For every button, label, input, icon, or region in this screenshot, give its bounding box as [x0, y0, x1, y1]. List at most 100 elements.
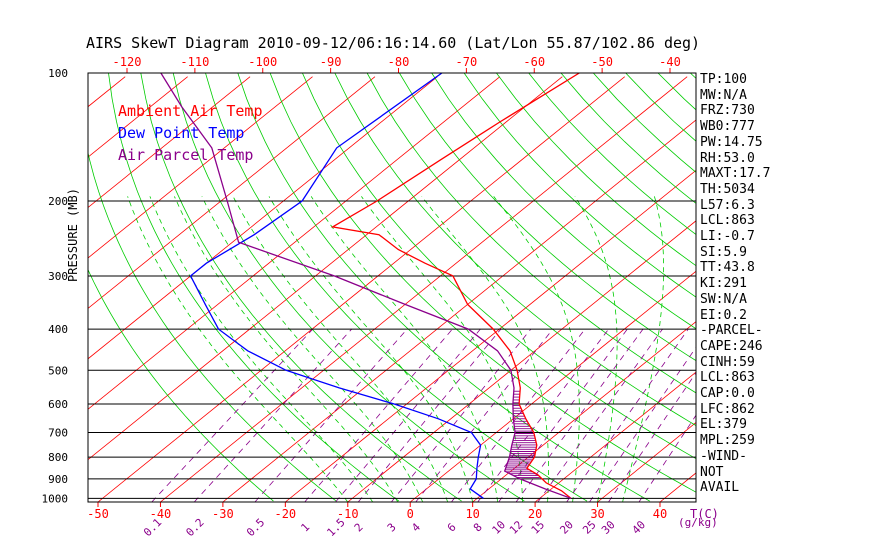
bottom-temp-tick-label: 40: [653, 507, 667, 521]
stats-panel-item: WB0:777: [700, 119, 755, 135]
isotherm-line: [472, 321, 696, 502]
mixing-ratio-line: [589, 346, 696, 502]
stats-panel-item: AVAIL: [700, 480, 740, 496]
stats-panel-item: PW:14.75: [700, 134, 763, 150]
stats-panel-item: LCL:863: [700, 213, 755, 229]
mixing-ratio-label: 0.2: [183, 516, 206, 539]
bottom-temp-tick-label: 0: [407, 507, 414, 521]
isotherm-line: [88, 76, 563, 461]
pressure-tick-label: 300: [48, 270, 68, 283]
mixing-ratio-label: 4: [409, 520, 423, 534]
moist-adiabat-line: [421, 196, 549, 502]
stats-panel-item: TH:5034: [700, 181, 755, 197]
top-temp-tick-label: -90: [320, 55, 342, 69]
dry-adiabat-line: [496, 73, 696, 267]
isotherm-line: [88, 76, 251, 209]
moist-adiabat-line: [361, 196, 523, 502]
mixing-ratio-line: [254, 328, 408, 502]
chart-title: AIRS SkewT Diagram 2010-09-12/06:16:14.6…: [86, 34, 701, 52]
air-parcel-temp-line: [160, 73, 572, 499]
stats-panel-item: FRZ:730: [700, 103, 755, 119]
stats-panel-item: -PARCEL-: [700, 323, 763, 339]
stats-panel-item: MAXT:17.7: [700, 166, 771, 182]
dry-adiabat-line: [787, 73, 870, 501]
top-temp-tick-label: -70: [456, 55, 478, 69]
top-temp-tick-label: -110: [180, 55, 209, 69]
mixing-ratio-unit: (g/kg): [678, 516, 718, 529]
dry-adiabat-line: [88, 151, 337, 502]
mixing-ratio-label: 12: [507, 518, 526, 537]
stats-panel-item: SI:5.9: [700, 244, 747, 260]
pressure-tick-label: 100: [48, 67, 68, 80]
dry-adiabat-line: [140, 73, 462, 502]
mixing-ratio-line: [451, 328, 586, 502]
isotherm-line: [409, 270, 696, 502]
mixing-ratio-label: 8: [471, 521, 485, 535]
mixing-ratio-line: [498, 328, 628, 502]
y-axis-label: PRESSURE (MB): [66, 188, 80, 282]
bottom-temp-tick-label: 20: [528, 507, 542, 521]
pressure-tick-label: 800: [48, 451, 68, 464]
isotherm-line: [347, 220, 696, 502]
stats-panel-item: KI:291: [700, 276, 747, 292]
mixing-ratio-line: [415, 328, 554, 502]
mixing-ratio-label: 2: [352, 521, 366, 535]
moist-adiabat-line: [622, 196, 664, 502]
dry-adiabat-line: [88, 268, 274, 502]
mixing-ratio-line: [537, 328, 663, 502]
isotherm-line: [597, 421, 696, 502]
top-temp-tick-label: -50: [591, 55, 613, 69]
dry-adiabat-line: [820, 73, 870, 501]
mixing-ratio-line: [566, 328, 689, 502]
moist-adiabat-line: [574, 196, 618, 502]
isotherm-line: [88, 76, 313, 259]
stats-panel-item: TP:100: [700, 72, 747, 87]
bottom-temp-tick-label: -20: [274, 507, 296, 521]
mixing-ratio-line: [193, 328, 352, 502]
stats-panel-item: LI:-0.7: [700, 229, 755, 244]
bottom-temp-tick-label: -40: [150, 507, 172, 521]
dry-adiabat-line: [852, 73, 870, 501]
bottom-temp-tick-label: -30: [212, 507, 234, 521]
bottom-temp-tick-label: 10: [465, 507, 479, 521]
top-temp-tick-label: -40: [659, 55, 681, 69]
stats-panel-item: NOT: [700, 464, 724, 480]
top-temp-tick-label: -60: [523, 55, 545, 69]
stats-panel-item: RH:53.0: [700, 150, 755, 166]
moist-adiabat-line: [268, 196, 474, 502]
pressure-tick-label: 1000: [42, 492, 69, 505]
stats-panel-item: EI:0.2: [700, 307, 747, 323]
dry-adiabat-line: [237, 73, 650, 502]
pressure-tick-label: 600: [48, 398, 68, 411]
isotherm-line: [88, 76, 438, 360]
stats-panel-item: L57:6.3: [700, 197, 755, 213]
mixing-ratio-label: 40: [630, 518, 649, 537]
mixing-ratio-label: 10: [490, 518, 509, 537]
stats-panel-item: TT:43.8: [700, 260, 755, 276]
stats-panel-item: CAP:0.0: [700, 386, 755, 401]
isotherm-line: [88, 76, 188, 158]
legend-air-parcel-temp: Air Parcel Temp: [118, 146, 254, 164]
dry-adiabat-line: [399, 73, 696, 362]
stats-panel-item: MW:N/A: [700, 87, 747, 103]
dry-adiabat-line: [108, 73, 400, 502]
moist-adiabat-line: [493, 196, 580, 502]
bottom-temp-tick-label: -50: [87, 507, 109, 521]
mixing-ratio-line: [477, 328, 609, 502]
stats-panel-item: SW:N/A: [700, 291, 747, 307]
mixing-ratio-label: 1: [298, 521, 312, 535]
mixing-ratio-label: 20: [557, 518, 576, 537]
mixing-ratio-label: 30: [599, 518, 618, 537]
dry-adiabat-line: [755, 73, 870, 501]
isotherm-line: [222, 119, 696, 502]
dry-adiabat-line: [463, 73, 696, 298]
pressure-tick-label: 700: [48, 426, 68, 439]
stats-panel-item: CINH:59: [700, 354, 755, 370]
mixing-ratio-label: 15: [529, 518, 548, 537]
mixing-ratio-label: 25: [580, 518, 599, 537]
moist-adiabat-line: [201, 196, 424, 502]
stats-panel-item: EL:379: [700, 417, 747, 433]
top-temp-tick-label: -100: [248, 55, 277, 69]
isotherm-line: [88, 76, 376, 309]
